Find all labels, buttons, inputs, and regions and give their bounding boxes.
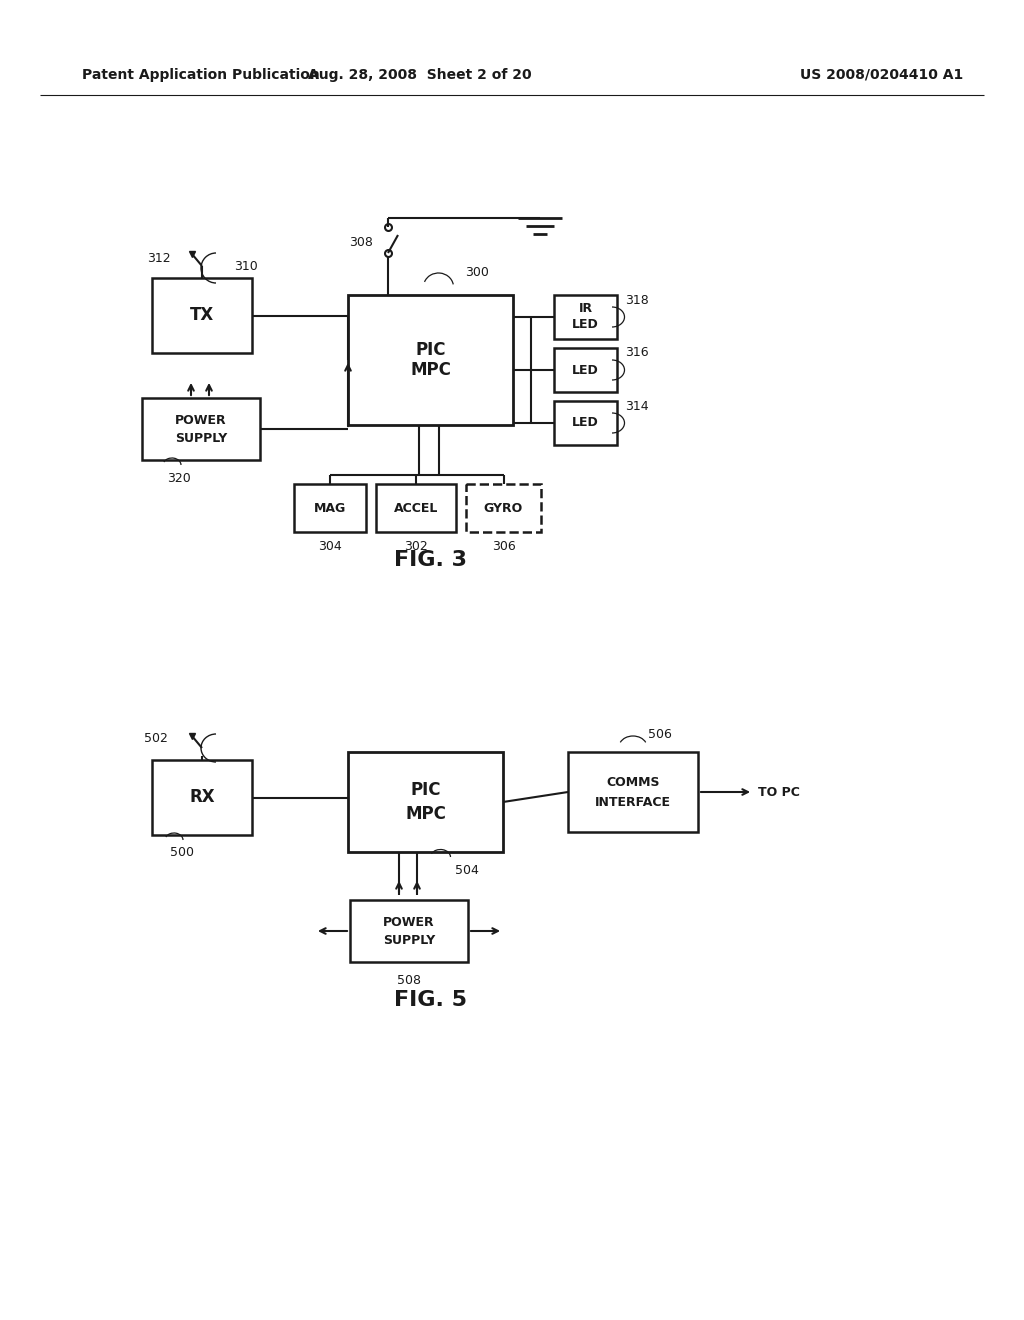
Text: 306: 306 <box>492 540 515 553</box>
Text: POWER: POWER <box>175 413 226 426</box>
Text: 314: 314 <box>625 400 648 412</box>
Text: GYRO: GYRO <box>484 502 523 515</box>
Text: MAG: MAG <box>314 502 346 515</box>
Text: 504: 504 <box>456 863 479 876</box>
Text: 502: 502 <box>144 731 168 744</box>
Bar <box>294 484 366 532</box>
Text: 300: 300 <box>466 267 489 280</box>
Text: RX: RX <box>189 788 215 807</box>
Bar <box>350 900 468 962</box>
Text: PIC: PIC <box>411 781 440 799</box>
Text: 308: 308 <box>349 236 373 249</box>
Text: 318: 318 <box>625 293 649 306</box>
Text: Patent Application Publication: Patent Application Publication <box>82 69 319 82</box>
Text: TO PC: TO PC <box>758 785 800 799</box>
Bar <box>554 348 617 392</box>
Text: 304: 304 <box>318 540 342 553</box>
Text: LED: LED <box>572 318 599 331</box>
Text: COMMS: COMMS <box>606 776 659 788</box>
Text: LED: LED <box>572 417 599 429</box>
Text: 500: 500 <box>170 846 194 859</box>
Text: FIG. 5: FIG. 5 <box>393 990 467 1010</box>
Bar <box>554 294 617 339</box>
Bar <box>376 484 456 532</box>
Text: LED: LED <box>572 363 599 376</box>
Bar <box>348 294 513 425</box>
Text: 302: 302 <box>404 540 428 553</box>
Text: 506: 506 <box>648 727 672 741</box>
Text: IR: IR <box>579 302 593 315</box>
Text: US 2008/0204410 A1: US 2008/0204410 A1 <box>800 69 964 82</box>
Text: Aug. 28, 2008  Sheet 2 of 20: Aug. 28, 2008 Sheet 2 of 20 <box>308 69 531 82</box>
Text: 320: 320 <box>167 471 190 484</box>
Text: 316: 316 <box>625 346 648 359</box>
Text: 310: 310 <box>234 260 258 272</box>
Text: SUPPLY: SUPPLY <box>383 933 435 946</box>
Bar <box>348 752 503 851</box>
Bar <box>554 401 617 445</box>
Text: ACCEL: ACCEL <box>394 502 438 515</box>
Bar <box>152 279 252 352</box>
Text: TX: TX <box>189 306 214 325</box>
Text: 508: 508 <box>397 974 421 986</box>
Bar <box>142 399 260 459</box>
Text: PIC: PIC <box>416 341 445 359</box>
Text: MPC: MPC <box>410 360 451 379</box>
Text: SUPPLY: SUPPLY <box>175 432 227 445</box>
Text: POWER: POWER <box>383 916 435 928</box>
Bar <box>466 484 541 532</box>
Text: INTERFACE: INTERFACE <box>595 796 671 808</box>
Bar <box>568 752 698 832</box>
Text: 312: 312 <box>147 252 171 264</box>
Text: MPC: MPC <box>406 805 445 822</box>
Bar <box>152 760 252 836</box>
Text: FIG. 3: FIG. 3 <box>393 550 467 570</box>
